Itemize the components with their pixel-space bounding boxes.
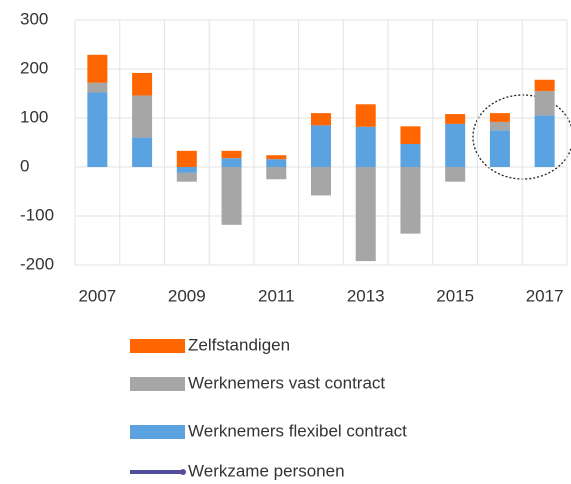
x-tick-label: 2015	[436, 286, 474, 305]
x-tick-label: 2007	[78, 286, 116, 305]
bar-segment	[534, 91, 555, 116]
legend-label: Werknemers vast contract	[188, 373, 385, 392]
bar-segment	[266, 159, 287, 167]
y-tick-label: 100	[20, 107, 48, 126]
legend-dot	[180, 469, 186, 475]
x-tick-label: 2013	[347, 286, 385, 305]
bar-segment	[87, 54, 108, 83]
bar-segment	[534, 115, 555, 167]
y-tick-label: -200	[20, 254, 54, 273]
y-tick-label: 300	[20, 9, 48, 28]
bar-segment	[489, 113, 510, 122]
bar-segment	[355, 126, 376, 167]
bar-segment	[132, 95, 153, 138]
bar-segment	[355, 104, 376, 127]
x-tick-label: 2011	[258, 286, 295, 305]
y-tick-label: 0	[20, 156, 29, 175]
bar-segment	[176, 172, 197, 182]
bar-segment	[176, 150, 197, 167]
bar-segment	[400, 143, 421, 167]
legend-label: Werkzame personen	[188, 461, 345, 480]
bar-segment	[266, 167, 287, 180]
bar-segment	[221, 150, 242, 159]
y-tick-label: -100	[20, 205, 54, 224]
legend-label: Zelfstandigen	[188, 335, 290, 354]
y-tick-label: 200	[20, 58, 48, 77]
bar-segment	[311, 125, 331, 167]
bar-segment	[355, 167, 376, 262]
bar-segment	[132, 137, 153, 167]
bar-segment	[489, 130, 510, 167]
legend-label: Werknemers flexibel contract	[188, 421, 407, 440]
bar-segment	[445, 123, 466, 167]
bar-segment	[311, 113, 331, 126]
bar-segment	[176, 167, 197, 173]
bar-segment	[400, 126, 421, 144]
legend-swatch	[130, 377, 185, 391]
bar-segment	[266, 155, 287, 160]
bar-segment	[311, 167, 331, 196]
x-tick-label: 2009	[168, 286, 206, 305]
legend-swatch	[130, 425, 185, 439]
bar-segment	[489, 121, 510, 131]
bar-segment	[132, 72, 153, 96]
bar-segment	[445, 167, 466, 182]
x-tick-label: 2017	[526, 286, 564, 305]
bar-segment	[534, 79, 555, 92]
legend-swatch	[130, 339, 185, 353]
bar-segment	[221, 167, 242, 225]
bar-segment	[87, 92, 108, 167]
bar-segment	[400, 167, 421, 234]
bar-segment	[445, 114, 466, 124]
bar-segment	[221, 158, 242, 167]
bar-segment	[87, 82, 108, 93]
highlight-circle	[472, 94, 571, 180]
